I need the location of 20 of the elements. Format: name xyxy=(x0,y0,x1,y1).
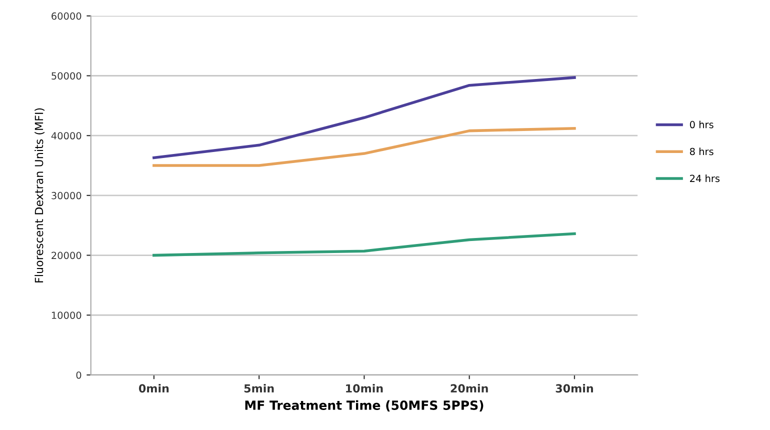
x-tick-label: 5min xyxy=(244,384,274,393)
x-tick-label: 10min xyxy=(346,384,383,393)
y-tick-label: 50000 xyxy=(52,72,82,80)
x-tick-label: 20min xyxy=(450,384,488,393)
y-tick-label: 0 xyxy=(76,371,82,379)
line-series xyxy=(152,127,576,167)
x-axis-title: MF Treatment Time (50MFS 5PPS) xyxy=(245,400,484,412)
legend-label: 0 hrs xyxy=(690,120,714,128)
y-axis-title: Fluorescent Dextran Units (MFI) xyxy=(34,108,44,282)
y-tick-label: 40000 xyxy=(51,132,82,140)
line-series xyxy=(152,76,576,160)
legend-label: 8 hrs xyxy=(690,148,714,156)
line-series xyxy=(152,232,576,257)
x-tick-label: 30min xyxy=(556,384,593,393)
y-tick-label: 30000 xyxy=(52,192,82,200)
y-tick-label: 60000 xyxy=(52,12,82,20)
x-tick-label: 0min xyxy=(138,384,169,393)
y-tick-label: 20000 xyxy=(52,252,82,260)
legend-label: 24 hrs xyxy=(690,174,720,182)
y-tick-label: 10000 xyxy=(52,312,82,319)
